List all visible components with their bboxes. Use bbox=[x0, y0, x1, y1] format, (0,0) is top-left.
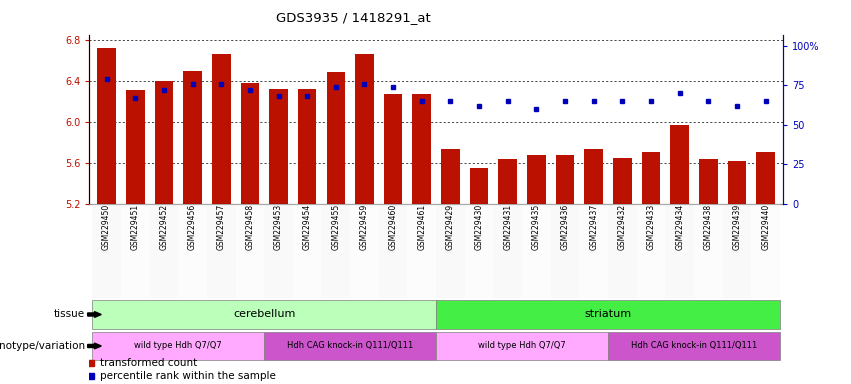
Bar bbox=[441, 149, 460, 204]
Bar bbox=[92, 300, 436, 329]
Text: GSM229438: GSM229438 bbox=[704, 204, 713, 250]
Bar bbox=[178, 204, 207, 298]
Text: GSM229461: GSM229461 bbox=[417, 204, 426, 250]
Bar bbox=[580, 204, 608, 298]
Text: tissue: tissue bbox=[54, 310, 85, 319]
Text: GSM229456: GSM229456 bbox=[188, 204, 197, 250]
Text: GSM229454: GSM229454 bbox=[303, 204, 311, 250]
Bar bbox=[465, 204, 494, 298]
Bar bbox=[494, 204, 523, 298]
Text: GSM229455: GSM229455 bbox=[331, 204, 340, 250]
Bar bbox=[298, 89, 317, 204]
Bar bbox=[671, 125, 689, 204]
Bar bbox=[499, 159, 517, 204]
Bar bbox=[527, 156, 545, 204]
Bar bbox=[384, 94, 403, 204]
Text: GSM229453: GSM229453 bbox=[274, 204, 283, 250]
Bar bbox=[155, 81, 174, 204]
Text: GSM229431: GSM229431 bbox=[503, 204, 512, 250]
Text: Hdh CAG knock-in Q111/Q111: Hdh CAG knock-in Q111/Q111 bbox=[287, 341, 414, 351]
Bar bbox=[637, 204, 665, 298]
Text: GDS3935 / 1418291_at: GDS3935 / 1418291_at bbox=[276, 12, 431, 25]
Bar bbox=[183, 71, 202, 204]
Bar bbox=[92, 204, 121, 298]
Bar bbox=[92, 332, 264, 360]
Text: GSM229458: GSM229458 bbox=[245, 204, 254, 250]
Text: GSM229436: GSM229436 bbox=[561, 204, 569, 250]
Text: GSM229434: GSM229434 bbox=[675, 204, 684, 250]
Text: GSM229437: GSM229437 bbox=[589, 204, 598, 250]
Bar bbox=[97, 48, 116, 204]
Text: striatum: striatum bbox=[585, 310, 631, 319]
Text: Hdh CAG knock-in Q111/Q111: Hdh CAG knock-in Q111/Q111 bbox=[631, 341, 757, 351]
Text: GSM229450: GSM229450 bbox=[102, 204, 111, 250]
Bar bbox=[523, 204, 551, 298]
Text: genotype/variation: genotype/variation bbox=[0, 341, 85, 351]
Bar bbox=[608, 332, 780, 360]
Bar bbox=[613, 159, 631, 204]
Bar bbox=[757, 152, 775, 204]
Bar bbox=[126, 90, 145, 204]
Bar bbox=[121, 204, 150, 298]
Text: cerebellum: cerebellum bbox=[233, 310, 295, 319]
Bar bbox=[751, 204, 780, 298]
Bar bbox=[556, 156, 574, 204]
Bar bbox=[236, 204, 264, 298]
Bar bbox=[408, 204, 436, 298]
Text: GSM229439: GSM229439 bbox=[733, 204, 741, 250]
Bar bbox=[551, 204, 580, 298]
Text: transformed count: transformed count bbox=[100, 358, 197, 368]
Bar bbox=[728, 161, 746, 204]
Text: GSM229459: GSM229459 bbox=[360, 204, 369, 250]
Bar bbox=[608, 204, 637, 298]
Bar bbox=[379, 204, 408, 298]
Text: GSM229433: GSM229433 bbox=[647, 204, 655, 250]
Text: GSM229451: GSM229451 bbox=[131, 204, 140, 250]
Bar bbox=[327, 73, 346, 204]
Bar bbox=[350, 204, 379, 298]
Bar bbox=[436, 300, 780, 329]
Text: GSM229440: GSM229440 bbox=[762, 204, 770, 250]
Text: GSM229432: GSM229432 bbox=[618, 204, 627, 250]
Bar bbox=[212, 54, 231, 204]
Text: percentile rank within the sample: percentile rank within the sample bbox=[100, 371, 276, 381]
Bar bbox=[699, 159, 717, 204]
Bar bbox=[436, 204, 465, 298]
Bar bbox=[264, 332, 436, 360]
Bar bbox=[665, 204, 694, 298]
Text: GSM229429: GSM229429 bbox=[446, 204, 455, 250]
Text: GSM229435: GSM229435 bbox=[532, 204, 541, 250]
Bar bbox=[322, 204, 350, 298]
Bar bbox=[207, 204, 236, 298]
Text: GSM229452: GSM229452 bbox=[159, 204, 168, 250]
Bar bbox=[722, 204, 751, 298]
Bar bbox=[264, 204, 293, 298]
Bar bbox=[694, 204, 722, 298]
Text: wild type Hdh Q7/Q7: wild type Hdh Q7/Q7 bbox=[134, 341, 222, 351]
Text: wild type Hdh Q7/Q7: wild type Hdh Q7/Q7 bbox=[478, 341, 566, 351]
Bar bbox=[241, 83, 260, 204]
Bar bbox=[269, 89, 288, 204]
Bar bbox=[585, 149, 603, 204]
Bar bbox=[150, 204, 178, 298]
Text: GSM229430: GSM229430 bbox=[475, 204, 483, 250]
Bar bbox=[470, 168, 488, 204]
Text: GSM229457: GSM229457 bbox=[217, 204, 226, 250]
Text: GSM229460: GSM229460 bbox=[389, 204, 397, 250]
Bar bbox=[413, 94, 431, 204]
Bar bbox=[355, 54, 374, 204]
Bar bbox=[436, 332, 608, 360]
Bar bbox=[642, 152, 660, 204]
Bar bbox=[293, 204, 322, 298]
